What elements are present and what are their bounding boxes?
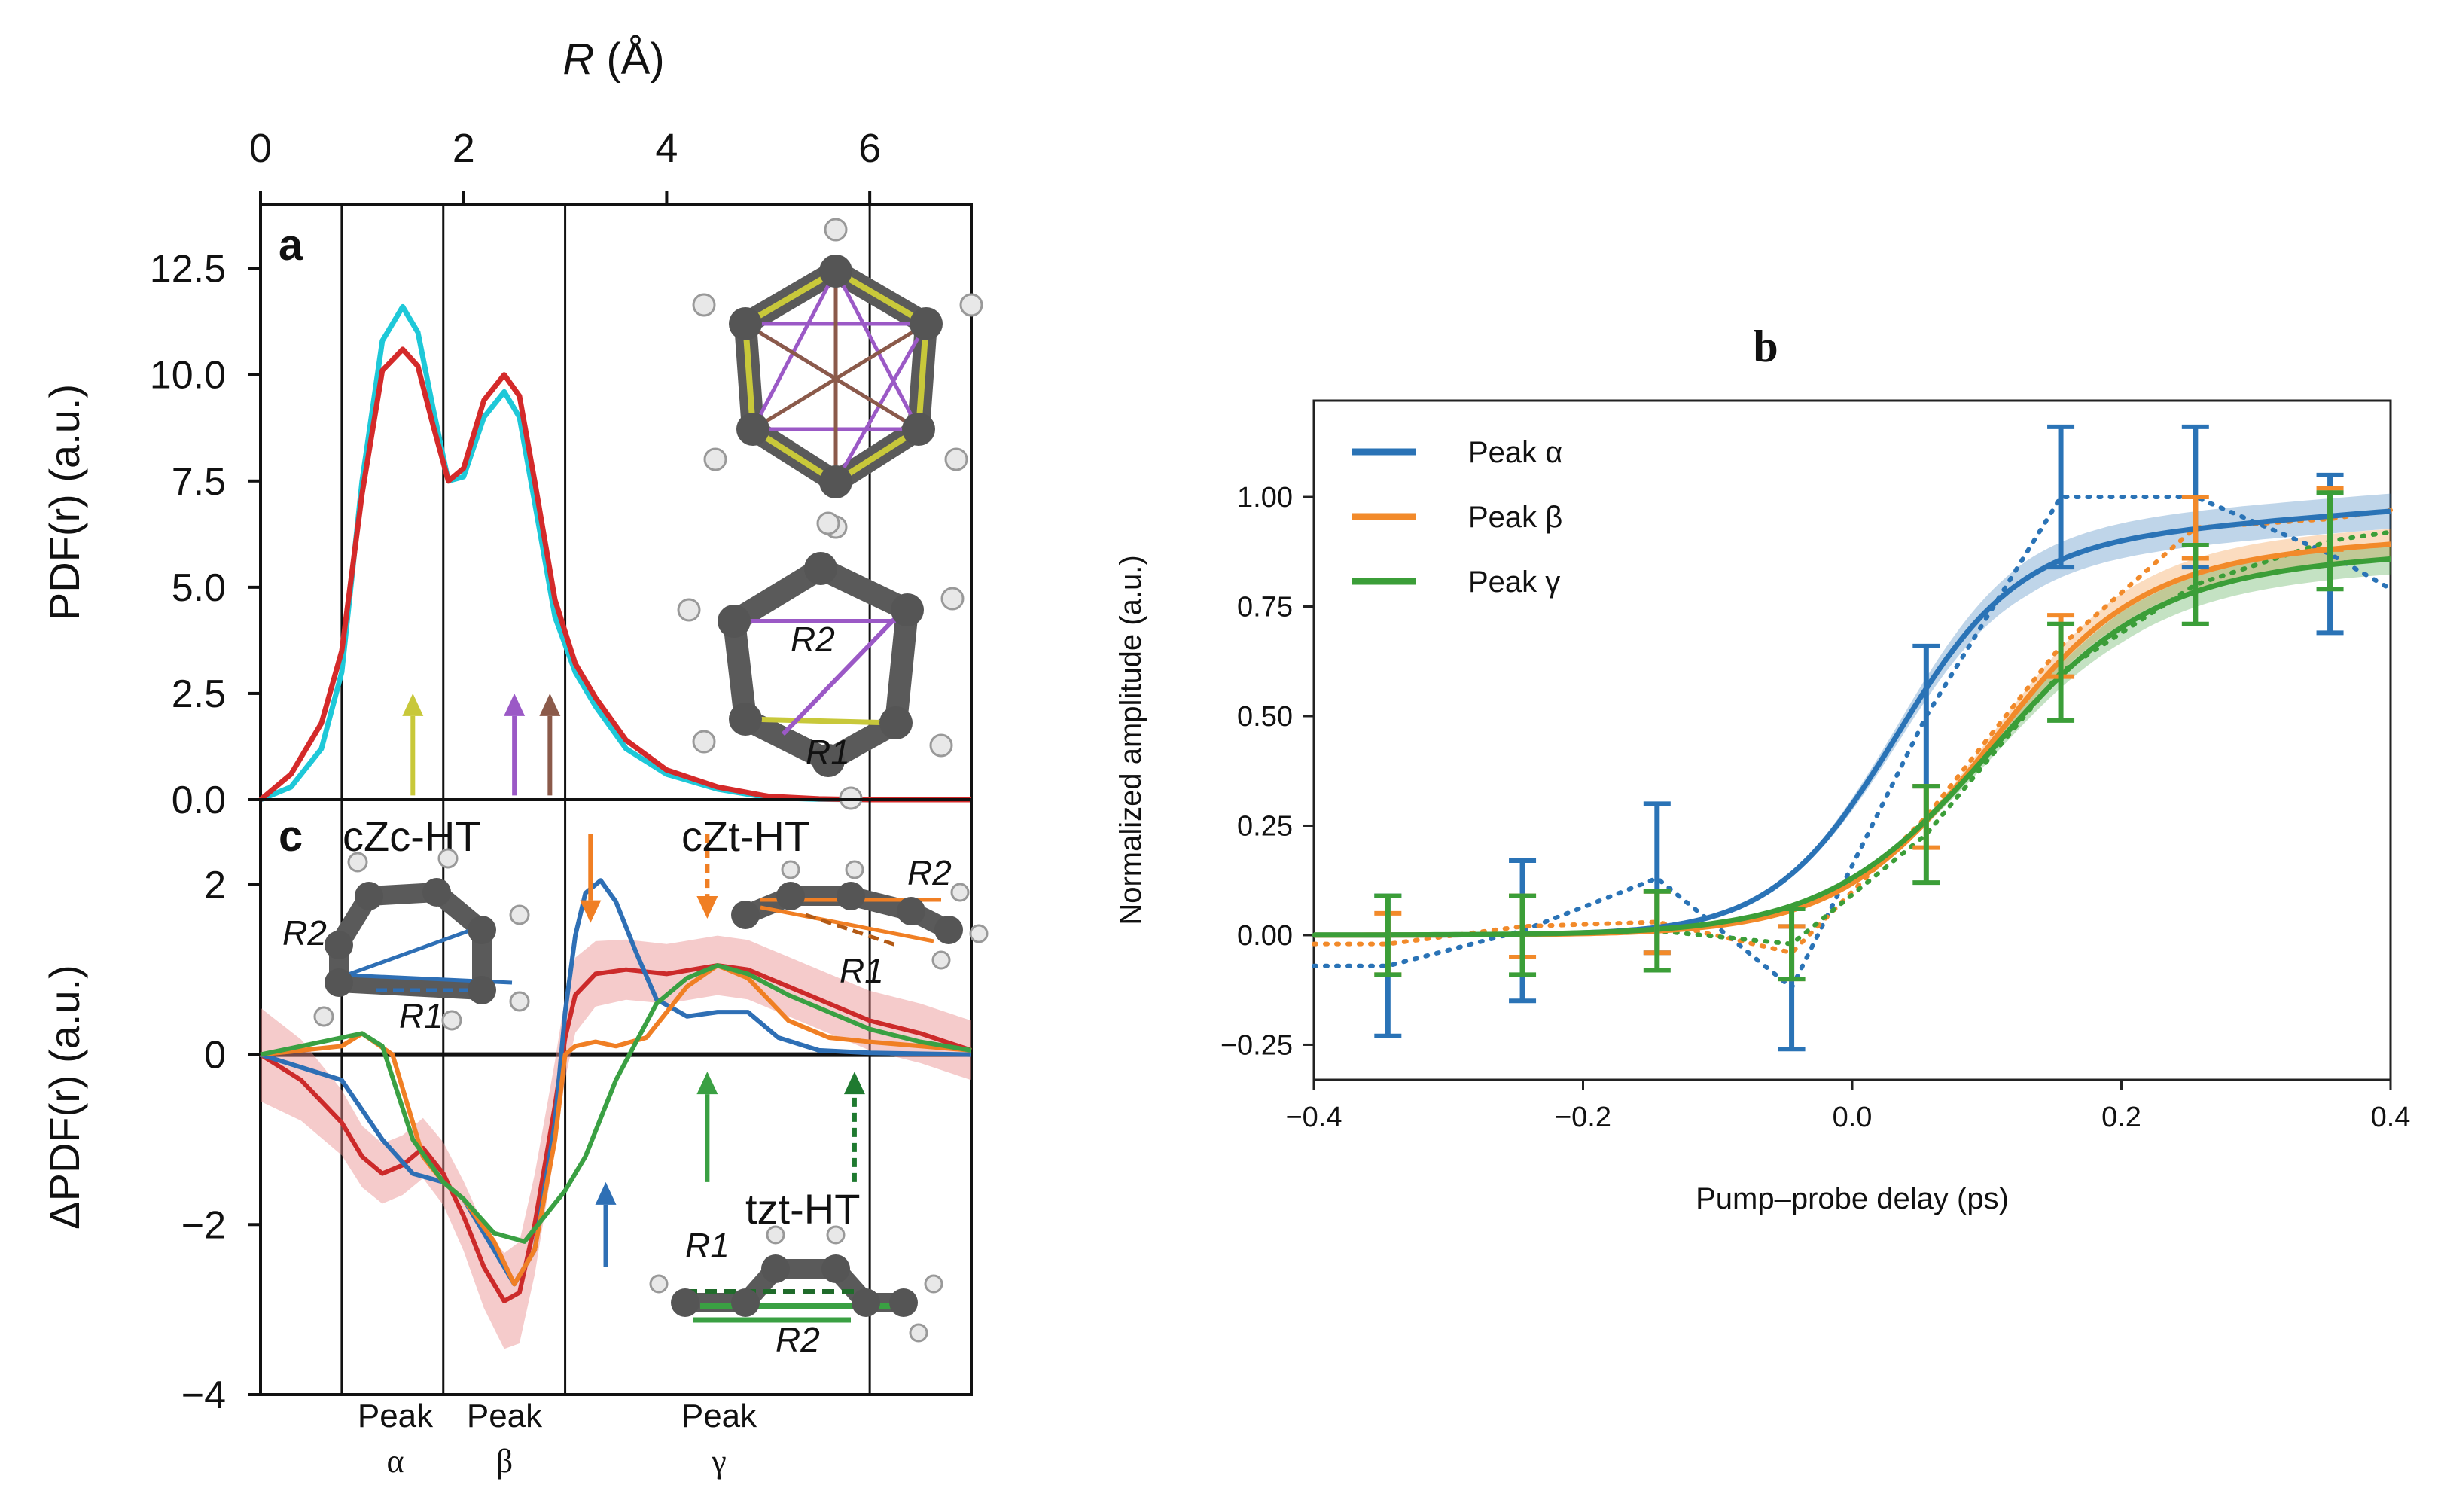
panel-b-error-bars [1374, 424, 2344, 1052]
annotation-czt-ht: cZt-HT [681, 812, 810, 860]
y-tick-label: 5.0 [172, 566, 226, 610]
tzt-label-r1: R1 [685, 1226, 730, 1265]
panel-a-label: a [279, 221, 303, 270]
panel-a-y-ticks: 0.0 2.5 5.0 7.5 10.0 12.5 [150, 248, 261, 822]
panel-c-y-ticks: −4 −2 0 2 [181, 864, 971, 1417]
region-label-beta-line2: β [496, 1443, 513, 1480]
y-tick-label: 1.00 [1237, 482, 1293, 514]
panel-c-arrows [580, 834, 865, 1267]
series-cZt-HT [260, 963, 972, 1287]
y-tick-label: 0 [204, 1034, 226, 1078]
tzt-label-r2: R2 [776, 1320, 820, 1359]
measured-line [1312, 495, 2393, 992]
y-tick-label: 0.75 [1237, 592, 1293, 623]
series-tzt-HT [260, 963, 972, 1244]
ring-label-r2: R2 [791, 620, 835, 659]
x-tick-label: 0.2 [2101, 1102, 2141, 1133]
y-tick-label: 2.5 [172, 672, 226, 716]
molecule-czt-ht-icon: R2 R1 [731, 853, 989, 990]
legend-label-alpha: Peak α [1468, 436, 1562, 469]
y-tick-label: 12.5 [150, 248, 226, 291]
panel-c-y-axis-label: ΔPDF(r) (a.u.) [41, 965, 88, 1230]
panel-a-series [258, 303, 971, 803]
y-tick-label: 2 [204, 864, 226, 907]
panel-c-arrow-head [843, 1072, 865, 1095]
annotation-czc-ht: cZc-HT [343, 812, 481, 860]
region-label-beta-line1: Peak [467, 1398, 543, 1434]
molecule-benzene-icon [692, 218, 983, 539]
panel-b-y-axis-label: Normalized amplitude (a.u.) [1114, 555, 1147, 925]
fit-band [1314, 544, 2391, 935]
panel-c-arrow-head [580, 900, 602, 923]
fit-line [1314, 556, 2391, 938]
x-tick-label: −0.2 [1555, 1102, 1611, 1133]
annotation-tzt-ht: tzt-HT [745, 1185, 860, 1233]
series-cZc-HT [260, 878, 972, 1287]
y-tick-label: 0.50 [1237, 701, 1293, 733]
molecule-tzt-ht-icon: R1 R2 [649, 1225, 943, 1359]
x-tick-label: 0.0 [1833, 1102, 1873, 1133]
panel-b-label: b [1753, 322, 1778, 371]
x-tick-label: −0.4 [1285, 1102, 1342, 1133]
panel-a-arrow-head [504, 693, 526, 716]
czc-label-r2: R2 [282, 913, 327, 953]
panel-b-ticks: −0.4 −0.2 0.0 0.2 0.4 −0.25 0.00 0.25 0.50 0.75 1.… [1221, 482, 2411, 1133]
y-tick-label: −2 [181, 1203, 226, 1247]
panel-c-series [259, 878, 972, 1303]
y-tick-label: 0.25 [1237, 810, 1293, 842]
panel-c-uncertainty-band [261, 935, 971, 1349]
top-tick-label: 0 [249, 126, 272, 171]
measured-line [1312, 529, 2393, 947]
region-label-alpha-line2: α [386, 1443, 404, 1480]
panel-c-arrow-head [595, 1181, 617, 1205]
y-tick-label: −0.25 [1221, 1029, 1293, 1061]
panel-a-y-axis-label: PDF(r) (a.u.) [41, 384, 88, 620]
panel-b-measured-lines [1312, 495, 2393, 992]
top-axis-label: R (Å) [562, 35, 664, 84]
top-tick-label: 6 [858, 126, 881, 171]
series-red [258, 346, 971, 803]
panel-b-legend: Peak α Peak β Peak γ [1352, 436, 1562, 599]
x-tick-label: 0.4 [2371, 1102, 2411, 1133]
czt-label-r1: R1 [840, 951, 884, 990]
y-tick-label: −4 [181, 1373, 226, 1417]
panel-c-frame [259, 798, 973, 1396]
top-axis-ticks: 0 2 4 6 [249, 126, 881, 205]
panel-c-arrow-head [696, 896, 718, 919]
molecule-czc-ht-icon: R2 R1 [282, 848, 530, 1035]
molecule-ring-icon: R2 R1 [677, 511, 965, 810]
region-label-gamma-line1: Peak [681, 1398, 757, 1434]
top-tick-label: 2 [453, 126, 475, 171]
y-tick-label: 7.5 [172, 460, 226, 504]
y-tick-label: 0.0 [172, 779, 226, 822]
region-labels: Peak α Peak β Peak γ [358, 1398, 757, 1480]
legend-label-beta: Peak β [1468, 501, 1562, 534]
region-label-alpha-line1: Peak [358, 1398, 434, 1434]
panel-b-x-axis-label: Pump–probe delay (ps) [1696, 1182, 2009, 1215]
czt-label-r2: R2 [907, 853, 952, 892]
czc-label-r1: R1 [399, 996, 443, 1035]
legend-label-gamma: Peak γ [1468, 565, 1560, 599]
top-tick-label: 4 [655, 126, 678, 171]
panel-b-fit-bands [1314, 493, 2391, 935]
panel-c-label: c [279, 812, 303, 861]
measured-line [1312, 508, 2393, 956]
series-red-experiment- [259, 963, 972, 1303]
ring-label-r1: R1 [806, 733, 850, 772]
y-tick-label: 10.0 [150, 354, 226, 398]
panel-a-arrow-head [539, 693, 561, 716]
uncertainty-band [261, 935, 971, 1349]
panel-a-arrow-head [402, 693, 424, 716]
panel-a-arrows [402, 693, 561, 796]
y-tick-label: 0.00 [1237, 920, 1293, 952]
panel-b-fit-lines [1314, 508, 2391, 938]
panel-c-arrow-head [696, 1072, 718, 1095]
region-label-gamma-line2: γ [711, 1443, 726, 1480]
